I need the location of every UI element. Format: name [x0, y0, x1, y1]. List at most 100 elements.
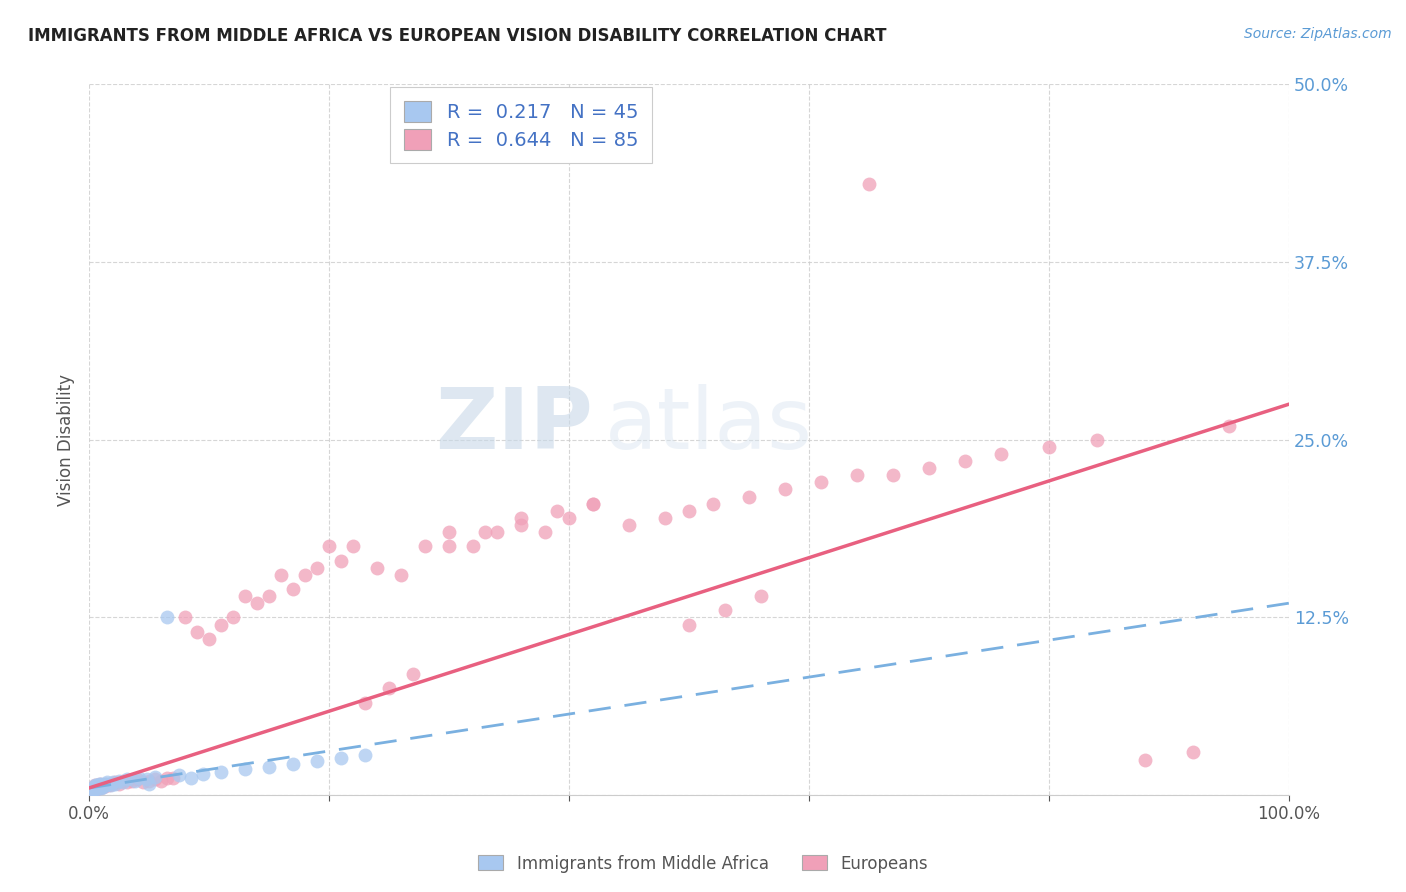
Point [222, 610, 245, 624]
Point [378, 681, 401, 696]
Point [918, 461, 941, 475]
Point [534, 525, 557, 540]
Point [80, 782, 103, 797]
Point [111, 775, 134, 789]
Point [87, 780, 110, 795]
Point [104, 777, 127, 791]
Point [125, 772, 148, 787]
Point [93, 777, 115, 791]
Point [93, 777, 115, 791]
Point [121, 773, 143, 788]
Point [354, 748, 377, 763]
Point [84, 782, 107, 797]
Point [84, 782, 107, 797]
Point [117, 775, 139, 789]
Point [678, 617, 700, 632]
Point [89, 780, 111, 794]
Point [89, 778, 111, 792]
Point [617, 518, 640, 533]
Point [83, 782, 105, 797]
Point [86, 780, 108, 795]
Point [108, 773, 131, 788]
Point [82, 780, 104, 795]
Point [162, 771, 184, 785]
Point [83, 780, 105, 794]
Point [138, 773, 160, 788]
Point [100, 778, 122, 792]
Point [84, 778, 107, 792]
Point [582, 497, 605, 511]
Point [281, 756, 304, 771]
Point [1218, 418, 1240, 433]
Point [191, 766, 214, 780]
Point [117, 772, 139, 787]
Point [294, 567, 316, 582]
Point [882, 468, 904, 483]
Point [330, 553, 353, 567]
Point [233, 763, 256, 777]
Point [98, 778, 121, 792]
Point [80, 782, 103, 797]
Point [233, 589, 256, 603]
Point [330, 751, 353, 765]
Point [305, 754, 328, 768]
Point [186, 624, 208, 639]
Point [111, 773, 134, 788]
Point [546, 504, 568, 518]
Point [180, 771, 202, 785]
Point [86, 780, 108, 794]
Point [402, 667, 425, 681]
Point [1038, 440, 1060, 454]
Point [209, 765, 232, 780]
Point [128, 771, 150, 785]
Point [749, 589, 772, 603]
Point [354, 696, 377, 710]
Point [389, 567, 412, 582]
Point [167, 768, 190, 782]
Point [510, 511, 533, 525]
Point [86, 780, 108, 795]
Point [96, 775, 118, 789]
Point [89, 777, 111, 791]
Point [773, 483, 796, 497]
Point [87, 780, 110, 795]
Point [87, 777, 110, 791]
Point [845, 468, 868, 483]
Legend: R =  0.217   N = 45, R =  0.644   N = 85: R = 0.217 N = 45, R = 0.644 N = 85 [391, 87, 652, 163]
Point [246, 596, 269, 610]
Point [124, 773, 146, 788]
Point [143, 772, 166, 787]
Point [82, 784, 104, 798]
Point [209, 617, 232, 632]
Point [437, 539, 460, 553]
Point [132, 775, 155, 789]
Point [83, 780, 105, 794]
Point [485, 525, 508, 540]
Point [135, 772, 157, 787]
Point [510, 518, 533, 533]
Point [91, 778, 114, 792]
Text: IMMIGRANTS FROM MIDDLE AFRICA VS EUROPEAN VISION DISABILITY CORRELATION CHART: IMMIGRANTS FROM MIDDLE AFRICA VS EUROPEA… [28, 27, 887, 45]
Point [342, 539, 364, 553]
Point [84, 780, 107, 794]
Point [86, 778, 108, 792]
Point [93, 780, 115, 794]
Point [108, 777, 131, 791]
Point [474, 525, 496, 540]
Point [714, 603, 737, 617]
Point [156, 610, 179, 624]
Point [257, 589, 280, 603]
Point [582, 497, 605, 511]
Point [82, 784, 104, 798]
Point [156, 771, 179, 785]
Point [318, 539, 340, 553]
Point [91, 778, 114, 792]
Point [366, 560, 388, 574]
Point [413, 539, 436, 553]
Point [461, 539, 484, 553]
Point [84, 780, 107, 795]
Point [437, 525, 460, 540]
Point [138, 777, 160, 791]
Point [678, 504, 700, 518]
Point [150, 773, 173, 788]
